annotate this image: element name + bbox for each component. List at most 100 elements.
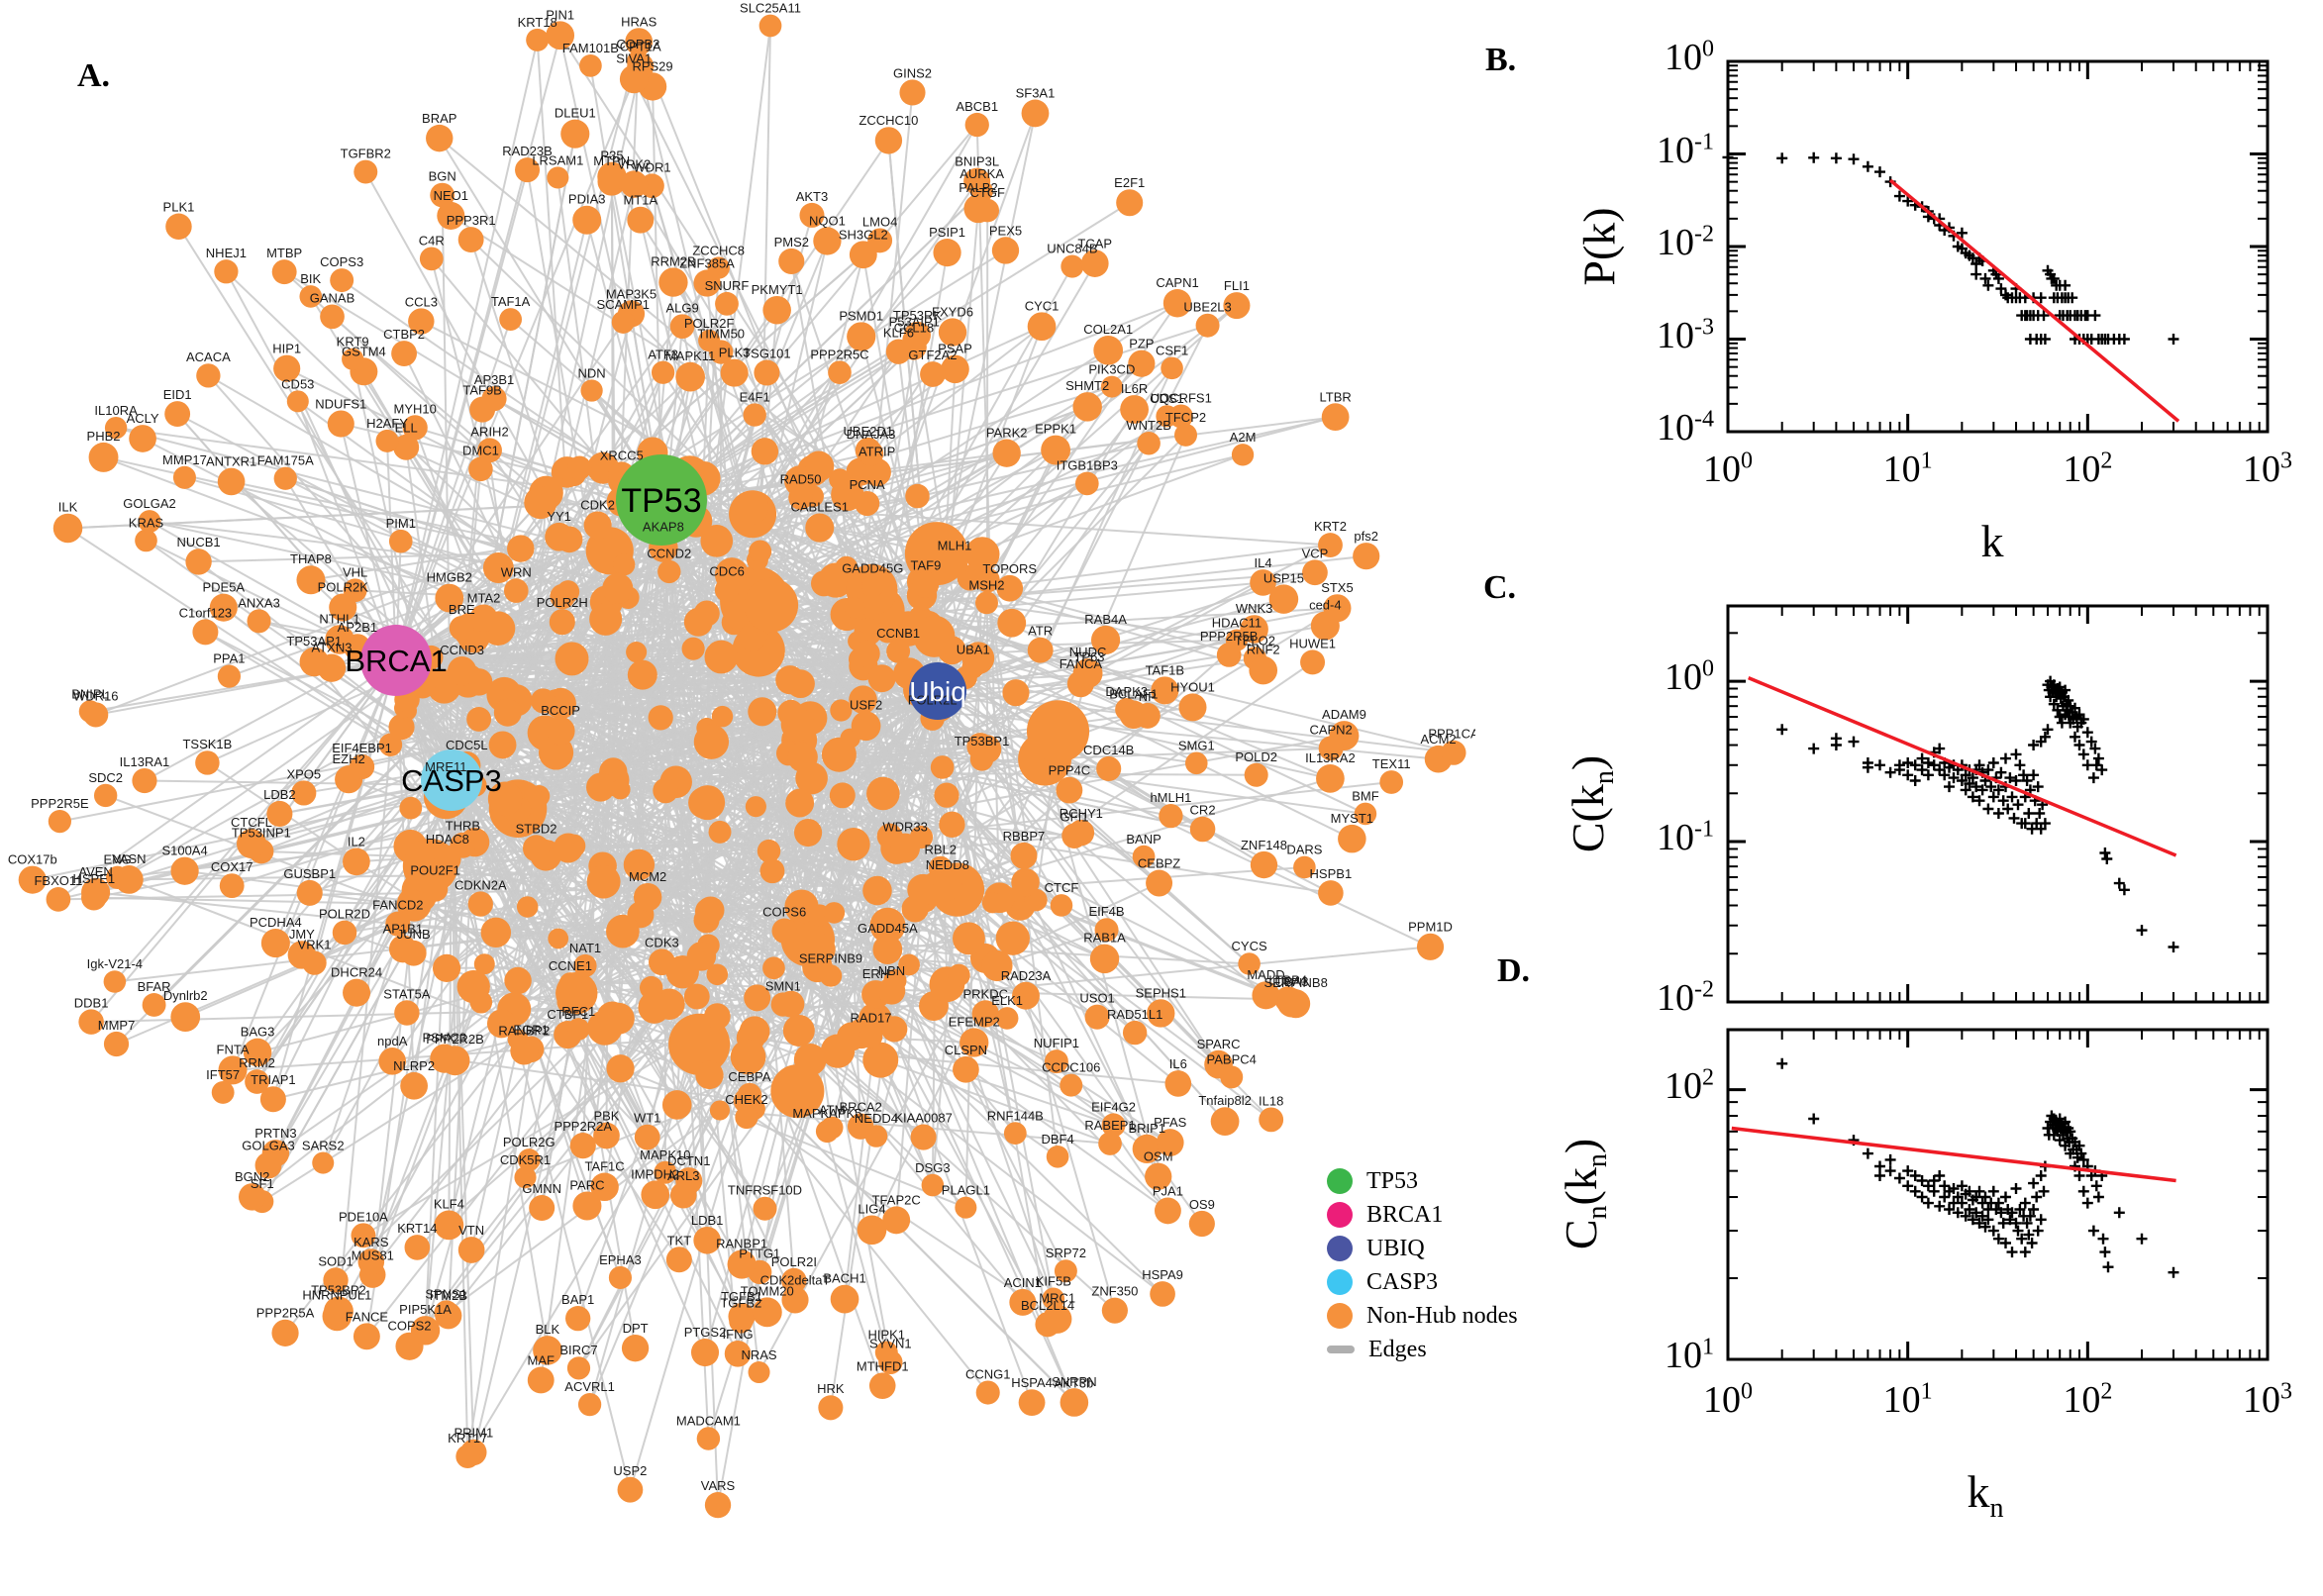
network-node: [1316, 763, 1345, 793]
network-node-label: PIP5K1A: [399, 1302, 452, 1317]
network-legend: TP53 BRCA1 UBIQ CASP3 Non-Hub nodes Edges: [1327, 1164, 1518, 1366]
network-node: [457, 1237, 485, 1263]
network-node: [620, 170, 649, 198]
network-edge: [801, 113, 1037, 758]
network-edge: [451, 779, 475, 1452]
network-node-label: EIF4EBP1: [332, 741, 392, 755]
network-node-label: TSSK1B: [182, 737, 232, 751]
network-node-label: BMF: [1352, 789, 1379, 804]
network-node: [1323, 594, 1352, 623]
network-node: [214, 259, 239, 284]
network-node-label: SMN1: [765, 978, 801, 993]
fit-line-d: [1731, 1126, 2176, 1183]
network-edge: [577, 889, 924, 1369]
network-node: [964, 537, 1000, 572]
network-node-label: LMO4: [862, 214, 897, 229]
network-node: [299, 285, 323, 308]
network-node: [709, 1100, 731, 1121]
network-node-label: Igk-V21-4: [87, 956, 143, 971]
fit-line-b: [1888, 178, 2180, 423]
network-edge: [93, 499, 662, 899]
network-node: [1189, 816, 1216, 843]
network-node: [217, 467, 246, 496]
network-node: [752, 1297, 782, 1328]
network-node: [530, 688, 556, 714]
network-node: [995, 921, 1030, 955]
network-node: [503, 578, 529, 603]
network-node-label: MAF: [528, 1353, 556, 1368]
network-node-label: BIRC7: [559, 1343, 597, 1357]
network-node: [1156, 1129, 1184, 1156]
network-node-label: RAB1A: [1083, 931, 1126, 946]
network-node-label: HRAS: [621, 14, 656, 29]
network-node: [617, 1476, 644, 1503]
network-node-label: FANCA: [1060, 656, 1103, 671]
network-node: [590, 1172, 619, 1202]
network-node-label: hMLH1: [1150, 790, 1191, 805]
network-node: [546, 21, 575, 50]
network-edge: [395, 659, 608, 1137]
network-node: [1216, 643, 1242, 667]
network-node-label: H2AFY: [366, 416, 408, 431]
network-node: [354, 159, 378, 184]
network-node-label: WDR33: [882, 820, 928, 835]
network-node: [477, 438, 502, 463]
network-node-label: CYC1: [1025, 298, 1060, 313]
network-node-label: CTCF: [1045, 880, 1079, 895]
network-node-label: STBD2: [516, 821, 557, 836]
network-node: [737, 1082, 762, 1108]
network-node: [391, 341, 417, 366]
network-node: [273, 354, 301, 382]
network-node: [744, 984, 771, 1012]
network-node: [1120, 395, 1149, 424]
network-node: [1338, 824, 1366, 853]
network-node-label: PCDHA4: [250, 915, 302, 930]
network-node: [739, 623, 767, 651]
network-node: [803, 933, 836, 965]
network-node: [1098, 1132, 1122, 1155]
network-node-label: SNURF: [705, 278, 750, 293]
network-node: [88, 442, 119, 472]
network-node-label: IL13RA2: [1305, 750, 1356, 765]
network-node-label: NP: [1139, 689, 1157, 704]
network-node-label: POLR2D: [319, 907, 370, 922]
network-node-label: HRK: [817, 1381, 845, 1396]
network-node-label: NUCB1: [177, 535, 221, 549]
network-node: [572, 1191, 602, 1221]
network-edge: [204, 631, 453, 781]
network-edge: [934, 886, 1179, 1085]
node-swatch-icon: [1327, 1168, 1353, 1194]
scatter-points-b: [1722, 151, 2179, 345]
network-node: [196, 363, 221, 388]
network-edge: [937, 690, 1160, 1177]
network-node: [447, 656, 477, 686]
network-node: [858, 1024, 883, 1048]
network-node-label: RNF2: [1247, 643, 1280, 657]
network-node: [975, 591, 998, 615]
network-node: [921, 1173, 945, 1197]
network-node: [1122, 1020, 1148, 1046]
network-node: [1249, 655, 1278, 685]
network-node: [751, 438, 779, 465]
legend-item-casp3: CASP3: [1327, 1265, 1518, 1299]
network-node-label: CR2: [1190, 803, 1216, 818]
network-node: [606, 914, 640, 948]
network-node: [920, 361, 946, 387]
network-node: [818, 1395, 844, 1421]
network-node-label: CTCFL: [231, 815, 272, 830]
network-node: [399, 796, 423, 820]
network-node-label: SMG1: [1178, 739, 1215, 753]
network-node-label: ARIH2: [470, 424, 508, 439]
network-node-label: PTGS2: [684, 1325, 727, 1340]
network-node-label: MTHFD1: [857, 1358, 909, 1373]
network-edge: [964, 677, 1220, 1065]
network-node: [81, 884, 107, 911]
network-node-label: PSMC3: [423, 1031, 467, 1046]
network-node: [864, 1125, 888, 1147]
chart-frame-b: [1726, 59, 2270, 434]
network-node: [1137, 431, 1161, 455]
network-node-label: IFT57: [206, 1067, 240, 1082]
network-edge: [232, 659, 397, 1071]
network-node: [330, 268, 354, 293]
network-node-label: GTF2A2: [908, 348, 957, 362]
